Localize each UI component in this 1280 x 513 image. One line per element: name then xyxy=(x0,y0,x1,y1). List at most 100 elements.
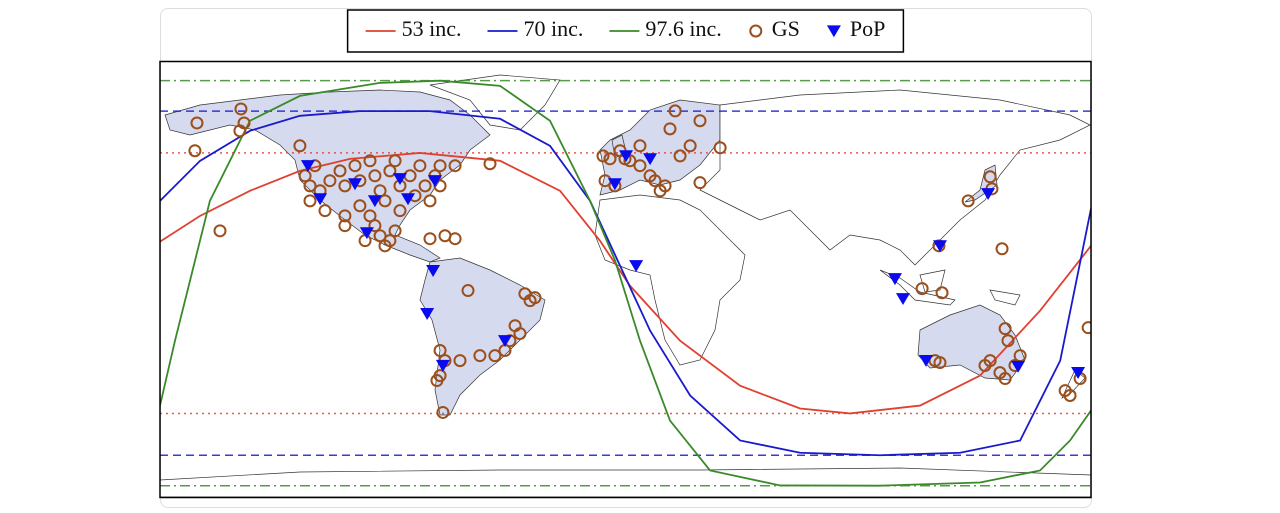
gs-marker xyxy=(188,144,202,158)
gs-marker xyxy=(663,122,677,136)
legend-label: GS xyxy=(772,16,800,41)
gs-marker xyxy=(190,116,204,130)
pop-marker xyxy=(420,308,435,320)
greenland xyxy=(429,74,561,131)
gs-marker xyxy=(293,139,307,153)
legend-entry: PoP xyxy=(826,16,885,41)
gs-marker xyxy=(338,179,352,193)
gs-marker xyxy=(353,199,367,213)
gs-marker xyxy=(998,372,1012,386)
legend-label: 70 inc. xyxy=(524,16,584,41)
gs-marker xyxy=(473,349,487,363)
gs-marker xyxy=(461,284,475,298)
gs-marker xyxy=(483,157,497,171)
legend-label: 97.6 inc. xyxy=(645,16,721,41)
legend-entry: 70 inc. xyxy=(487,16,584,41)
pop-marker xyxy=(497,335,512,347)
gs-marker xyxy=(378,194,392,208)
pop-marker xyxy=(826,25,841,38)
gs-marker xyxy=(368,169,382,183)
japan xyxy=(964,164,998,203)
gs-marker xyxy=(303,194,317,208)
pop-marker xyxy=(367,195,382,208)
gs-marker xyxy=(1081,321,1091,335)
ground-track xyxy=(160,110,1091,457)
gs-marker xyxy=(448,159,462,173)
gs-marker xyxy=(488,349,502,363)
gs-marker xyxy=(448,232,462,246)
gs-marker xyxy=(998,322,1012,336)
gs-marker xyxy=(596,149,610,163)
legend-label: 53 inc. xyxy=(402,16,462,41)
africa xyxy=(594,194,746,366)
gs-marker xyxy=(513,327,527,341)
pop-marker xyxy=(643,153,658,166)
gs-marker xyxy=(388,224,402,238)
pop-marker xyxy=(392,173,407,186)
gs-marker xyxy=(234,102,248,116)
gs-marker xyxy=(393,204,407,218)
gs-marker xyxy=(213,224,227,238)
gs-marker xyxy=(430,374,444,388)
pop-marker xyxy=(981,188,996,201)
pop-marker xyxy=(1071,367,1086,379)
gs-marker xyxy=(363,209,377,223)
pop-marker xyxy=(401,193,416,206)
gs-marker xyxy=(338,209,352,223)
gs-marker xyxy=(1063,389,1077,402)
gs-marker xyxy=(363,154,377,168)
pop-marker xyxy=(347,178,362,191)
pop-marker xyxy=(932,240,947,253)
europe xyxy=(599,99,721,196)
gs-marker xyxy=(433,159,447,173)
pop-marker xyxy=(359,227,374,240)
gs-marker xyxy=(633,139,647,153)
gs-marker xyxy=(383,164,397,178)
gs-marker xyxy=(436,405,450,419)
indonesia xyxy=(879,269,1021,306)
gs-marker xyxy=(978,359,992,373)
gs-marker xyxy=(668,104,682,118)
gs-marker xyxy=(323,174,337,188)
gs-marker xyxy=(413,159,427,173)
gs-marker xyxy=(658,179,672,193)
gs-marker xyxy=(693,176,707,190)
australia xyxy=(917,304,1026,381)
pop-marker xyxy=(300,160,315,173)
gs-marker xyxy=(378,239,392,253)
gs-marker xyxy=(303,179,317,193)
gs-marker xyxy=(333,164,347,178)
gs-marker xyxy=(373,229,387,243)
gs-marker xyxy=(418,179,432,193)
pop-marker xyxy=(1011,360,1026,373)
gs-marker xyxy=(358,234,372,248)
world-map xyxy=(160,74,1091,497)
legend-entry: 97.6 inc. xyxy=(609,16,722,41)
legend-label: PoP xyxy=(850,16,885,41)
gs-marker xyxy=(528,291,542,305)
pop-marker xyxy=(919,355,934,367)
pop-marker xyxy=(629,260,644,273)
pop-marker xyxy=(887,273,902,286)
gs-marker xyxy=(673,149,687,163)
pop-marker xyxy=(895,293,910,305)
gs-marker xyxy=(933,356,947,370)
legend: 53 inc. 70 inc. 97.6 inc. GS PoP xyxy=(365,16,885,41)
gs-marker xyxy=(749,24,763,38)
gs-marker xyxy=(995,242,1009,256)
gs-marker xyxy=(603,152,617,166)
gs-marker xyxy=(423,194,437,208)
gs-marker xyxy=(423,232,437,246)
gs-marker xyxy=(348,159,362,173)
gs-marker xyxy=(368,219,382,233)
gs-marker xyxy=(983,170,997,184)
plot-frame xyxy=(159,60,1092,499)
gs-marker xyxy=(693,114,707,128)
legend-entry: 53 inc. xyxy=(365,16,462,41)
pop-marker xyxy=(607,178,622,191)
gs-marker xyxy=(388,154,402,168)
legend-entry: GS xyxy=(749,16,800,41)
gs-marker xyxy=(433,344,447,358)
gs-marker xyxy=(633,159,647,173)
